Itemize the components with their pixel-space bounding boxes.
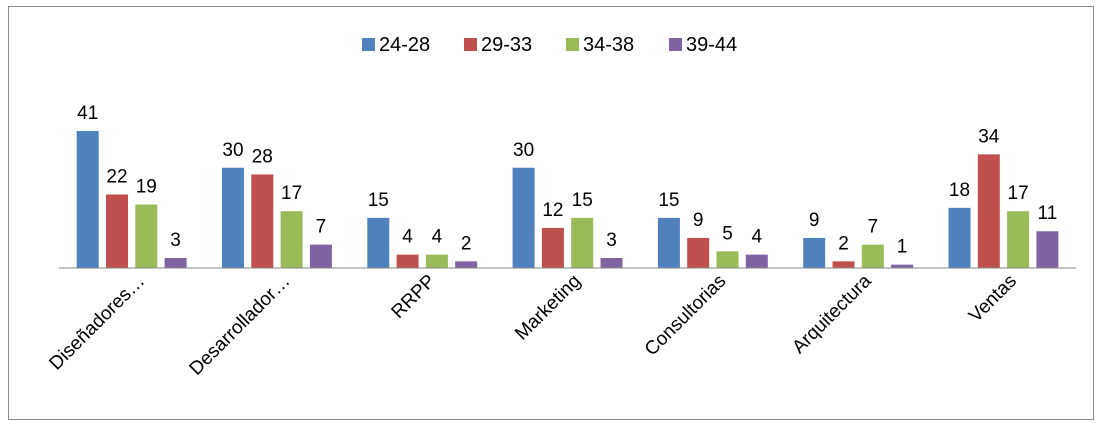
data-label: 30 [222, 140, 243, 161]
data-label: 9 [693, 210, 704, 231]
data-label: 19 [136, 177, 157, 198]
data-label: 7 [868, 217, 879, 238]
data-label: 9 [809, 210, 820, 231]
bar [135, 204, 158, 268]
legend-label: 34-38 [583, 34, 634, 56]
data-label: 15 [572, 190, 593, 211]
bar [600, 257, 623, 268]
data-label: 1 [897, 237, 908, 258]
category-labels: Diseñadores… Desarrollador… RRPP Marketing C… [45, 270, 1021, 379]
data-label: 7 [316, 217, 327, 238]
legend-swatch [362, 38, 375, 51]
data-label: 11 [1038, 203, 1058, 224]
bar [541, 227, 564, 268]
bar [803, 237, 826, 268]
data-label: 2 [838, 233, 849, 254]
legend-label: 39-44 [686, 34, 737, 56]
legend-swatch [464, 38, 477, 51]
bar [367, 217, 390, 268]
data-label: 3 [170, 230, 181, 251]
bars [76, 131, 1059, 268]
bar [832, 261, 855, 268]
bar [977, 154, 1000, 268]
data-label: 18 [949, 180, 970, 201]
category-label: Ventas [965, 271, 1021, 327]
bar [76, 131, 99, 268]
bar [222, 167, 244, 268]
data-label: 15 [658, 190, 679, 211]
bar [948, 207, 971, 268]
data-label: 30 [513, 140, 534, 161]
bar [425, 254, 448, 268]
bar [396, 254, 419, 268]
bar [251, 174, 274, 268]
legend-swatch [566, 38, 579, 51]
category-label: Arquitectura [788, 270, 876, 358]
legend: 24-28 29-33 34-38 39-44 [362, 34, 737, 56]
data-label: 34 [978, 126, 1000, 147]
data-label: 5 [722, 223, 733, 244]
bar [861, 244, 884, 268]
category-label: Diseñadores… [45, 271, 149, 375]
data-label: 15 [368, 190, 389, 211]
legend-label: 29-33 [481, 34, 532, 56]
data-label: 4 [432, 227, 443, 248]
bar [309, 244, 332, 268]
bar [745, 254, 768, 268]
data-label: 4 [752, 227, 763, 248]
legend-label: 24-28 [379, 34, 430, 56]
chart-frame [8, 6, 1094, 420]
bar [1007, 211, 1030, 268]
data-label: 17 [1008, 183, 1029, 204]
bar [571, 217, 594, 268]
data-label: 41 [77, 103, 98, 124]
data-label: 12 [542, 200, 563, 221]
category-label: RRPP [388, 271, 440, 323]
bar [512, 167, 535, 268]
data-label: 3 [606, 230, 617, 251]
bar [106, 194, 128, 268]
data-label: 2 [461, 233, 472, 254]
bar [1036, 231, 1059, 268]
data-label: 28 [252, 146, 273, 167]
data-label: 17 [281, 183, 302, 204]
data-label: 4 [402, 227, 413, 248]
bar [280, 211, 303, 268]
bar [657, 217, 680, 268]
category-label: Consultorias [641, 271, 731, 361]
bar [687, 237, 710, 268]
legend-swatch [669, 38, 682, 51]
bar [164, 257, 187, 268]
bar [455, 261, 478, 268]
category-label: Marketing [511, 271, 585, 345]
bar [891, 264, 914, 268]
category-label: Desarrollador… [186, 271, 295, 380]
bar [716, 251, 739, 268]
data-label: 22 [106, 166, 127, 187]
